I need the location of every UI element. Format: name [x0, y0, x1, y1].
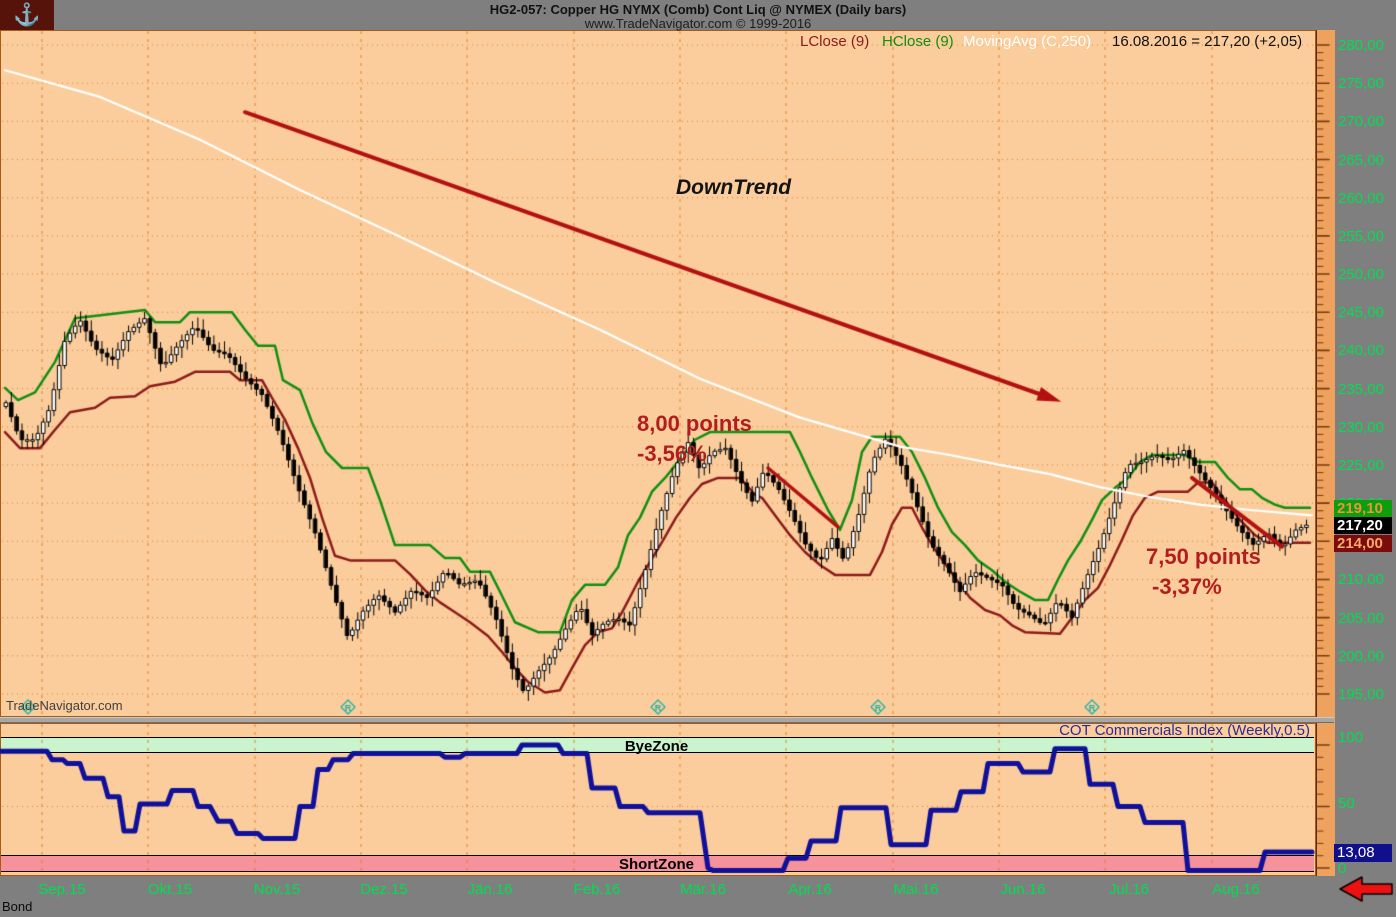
price-axis-label: 235,00	[1338, 380, 1384, 398]
decline1-percent-annotation[interactable]: -3,56%	[637, 441, 707, 466]
price-axis-label: 265,00	[1338, 151, 1384, 169]
x-axis-label: Feb.16	[573, 881, 621, 898]
x-axis-label: Jän.16	[467, 881, 513, 898]
x-axis-label: Okt.15	[147, 881, 193, 898]
cot-current-value-box: 13,08	[1334, 844, 1392, 862]
hclose-price-box: 219,10	[1334, 500, 1392, 517]
price-axis-label: 270,00	[1338, 113, 1384, 131]
chart-title: HG2-057: Copper HG NYMX (Comb) Cont Liq …	[489, 2, 907, 17]
price-axis-label: 210,00	[1338, 571, 1384, 589]
x-axis-label: Apr.16	[788, 881, 832, 898]
decline2-points-annotation[interactable]: 7,50 points	[1146, 544, 1261, 569]
legend-lclose[interactable]: LClose (9)	[800, 33, 870, 50]
downtrend-annotation[interactable]: DownTrend	[676, 176, 792, 199]
x-axis-label: Aug.16	[1212, 881, 1260, 898]
watermark: TradeNavigator.com	[6, 698, 123, 713]
legend-hclose[interactable]: HClose (9)	[882, 33, 954, 50]
cot-axis-label: 100	[1338, 729, 1364, 746]
price-axis-label: 275,00	[1338, 75, 1384, 93]
price-axis-label: 260,00	[1338, 189, 1384, 207]
cot-axis-label: 50	[1338, 795, 1355, 812]
decline2-percent-annotation[interactable]: -3,37%	[1152, 574, 1222, 599]
price-axis-label: 225,00	[1338, 456, 1384, 474]
lclose-price-box: 214,00	[1334, 535, 1392, 552]
price-axis-label: 250,00	[1338, 266, 1384, 284]
x-axis-label: Sep.15	[38, 881, 86, 898]
decline1-points-annotation[interactable]: 8,00 points	[637, 411, 752, 436]
price-axis-label: 230,00	[1338, 418, 1384, 436]
price-axis-label: 205,00	[1338, 609, 1384, 627]
last-price-box: 217,20	[1334, 517, 1392, 534]
app-logo-icon: ⚓	[0, 0, 54, 30]
cot-axis-label: 0	[1338, 860, 1347, 877]
x-axis-label: Mär.16	[680, 881, 726, 898]
x-axis-label: Jul.16	[1108, 881, 1150, 898]
quote-readout: 16.08.2016 = 217,20 (+2,05)	[1112, 33, 1303, 50]
status-bar-text: Bond	[2, 899, 33, 914]
price-axis-label: 240,00	[1338, 342, 1384, 360]
cot-panel-title: COT Commercials Index (Weekly,0.5)	[1059, 722, 1310, 739]
x-axis-label: Dez.15	[360, 881, 408, 898]
bye-zone-label: ByeZone	[624, 738, 689, 755]
x-axis-label: Mai.16	[893, 881, 939, 898]
x-axis-label: Jun.16	[1000, 881, 1046, 898]
legend-movingavg[interactable]: MovingAvg (C,250)	[963, 33, 1092, 50]
anchor-icon: ⚓	[13, 2, 41, 27]
price-axis-label: 245,00	[1338, 304, 1384, 322]
price-axis-label: 255,00	[1338, 227, 1384, 245]
price-axis-label: 280,00	[1338, 37, 1384, 54]
short-zone-label: ShortZone	[619, 856, 694, 873]
price-axis-label: 195,00	[1338, 686, 1384, 703]
chart-subtitle: www.TradeNavigator.com © 1999-2016	[584, 16, 812, 31]
x-axis-label: Nov.15	[253, 881, 301, 898]
price-axis-label: 200,00	[1338, 647, 1384, 665]
